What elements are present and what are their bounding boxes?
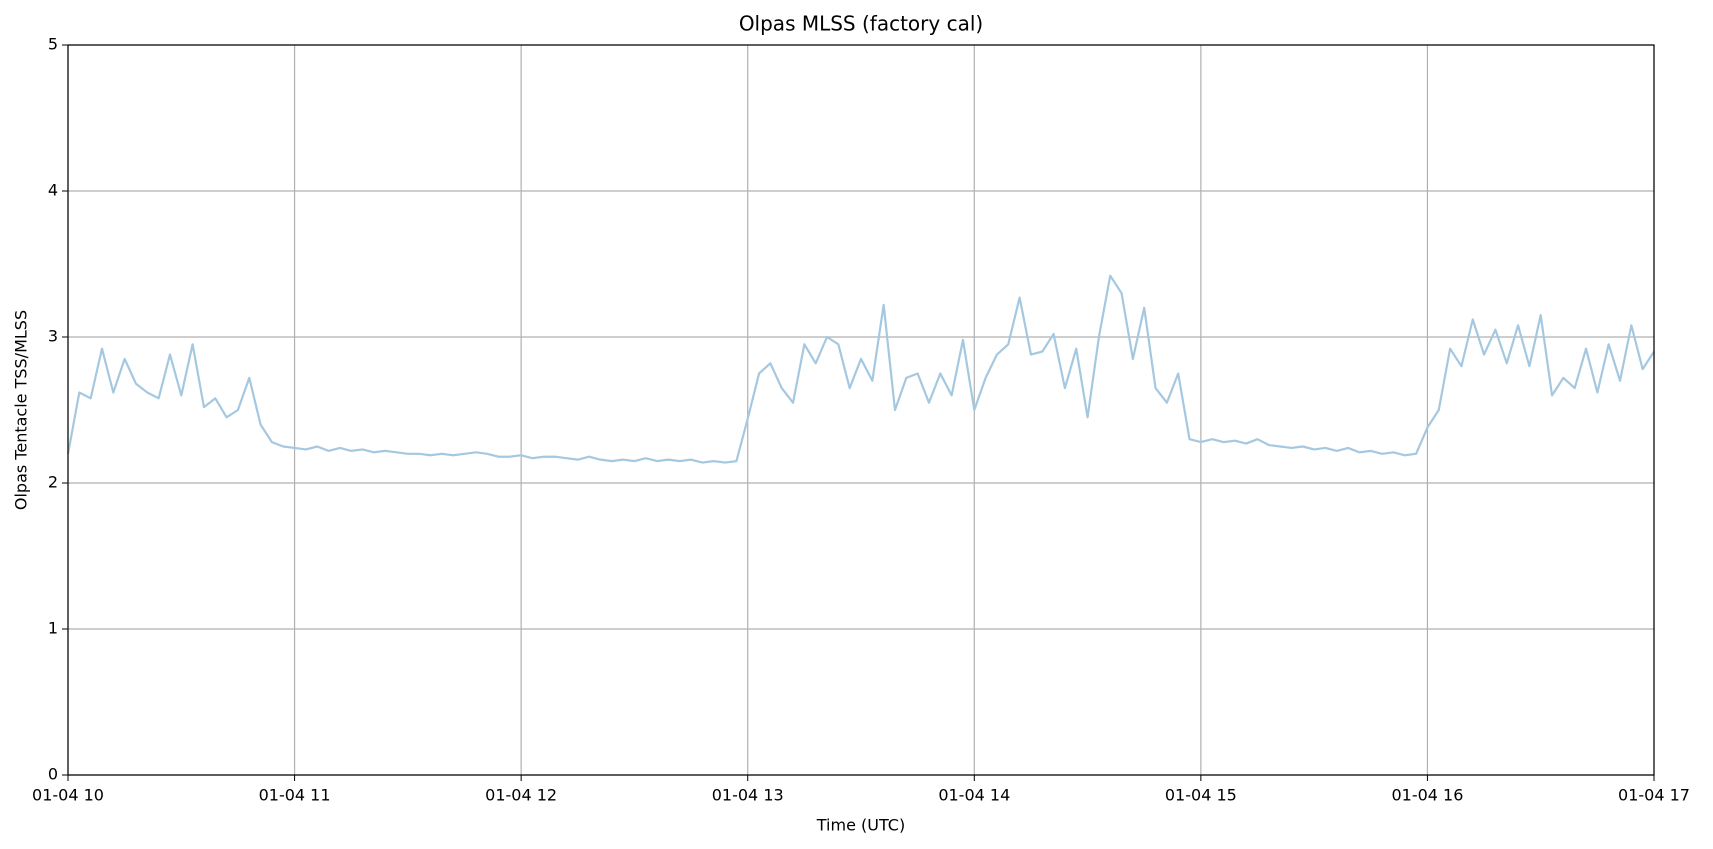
x-tick-label: 01-04 15 bbox=[1165, 786, 1237, 805]
x-tick-label: 01-04 10 bbox=[32, 786, 104, 805]
x-tick-label: 01-04 11 bbox=[259, 786, 331, 805]
x-tick-label: 01-04 16 bbox=[1391, 786, 1463, 805]
x-tick-label: 01-04 17 bbox=[1618, 786, 1690, 805]
y-tick-label: 3 bbox=[48, 327, 58, 346]
y-tick-label: 1 bbox=[48, 619, 58, 638]
chart-title: Olpas MLSS (factory cal) bbox=[739, 12, 983, 36]
x-tick-label: 01-04 12 bbox=[485, 786, 557, 805]
axes-frame bbox=[67, 44, 1655, 776]
x-tick-label: 01-04 14 bbox=[938, 786, 1010, 805]
y-tick-label: 0 bbox=[48, 765, 58, 784]
y-tick-label: 4 bbox=[48, 181, 58, 200]
y-tick-label: 5 bbox=[48, 35, 58, 54]
data-line bbox=[66, 274, 1655, 464]
x-tick-label: 01-04 13 bbox=[712, 786, 784, 805]
y-tick-label: 2 bbox=[48, 473, 58, 492]
x-axis-label: Time (UTC) bbox=[816, 816, 905, 835]
y-axis-label: Olpas Tentacle TSS/MLSS bbox=[12, 310, 31, 510]
